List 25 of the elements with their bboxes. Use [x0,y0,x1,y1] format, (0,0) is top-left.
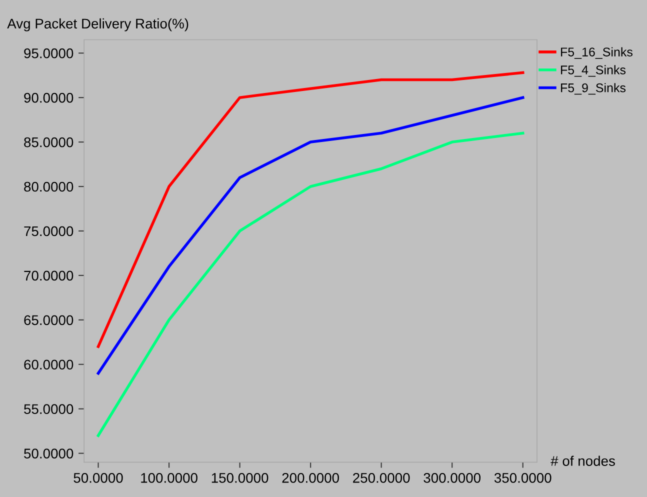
line-series [96,96,524,375]
y-tick-label: 95.0000 [24,48,74,58]
line-series [96,71,524,348]
y-axis-title: Avg Packet Delivery Ratio(%) [7,18,188,32]
y-tick-label: 60.0000 [24,360,74,370]
y-tick-label: 50.0000 [24,448,74,458]
x-axis-title: # of nodes [550,456,615,466]
legend-label: F5_9_Sinks [561,83,626,95]
x-tick-label: 250.0000 [353,472,410,483]
y-tick-label: 85.0000 [24,137,74,148]
x-tick-label: 50.0000 [74,472,123,483]
line-series [96,132,524,437]
y-tick-label: 70.0000 [24,270,74,281]
y-tick-label: 90.0000 [24,92,74,103]
legend-label: F5_4_Sinks [561,65,626,77]
x-tick-label: 350.0000 [494,472,552,483]
y-tick-label: 55.0000 [24,404,74,414]
legend-label: F5_16_Sinks [561,47,632,59]
y-tick-label: 80.0000 [24,182,74,192]
x-tick-label: 100.0000 [141,472,198,483]
y-tick-label: 75.0000 [24,226,74,236]
x-tick-label: 150.0000 [212,472,268,483]
x-tick-label: 300.0000 [424,472,481,483]
y-tick-label: 65.0000 [24,315,74,326]
x-tick-label: 200.0000 [282,472,339,483]
